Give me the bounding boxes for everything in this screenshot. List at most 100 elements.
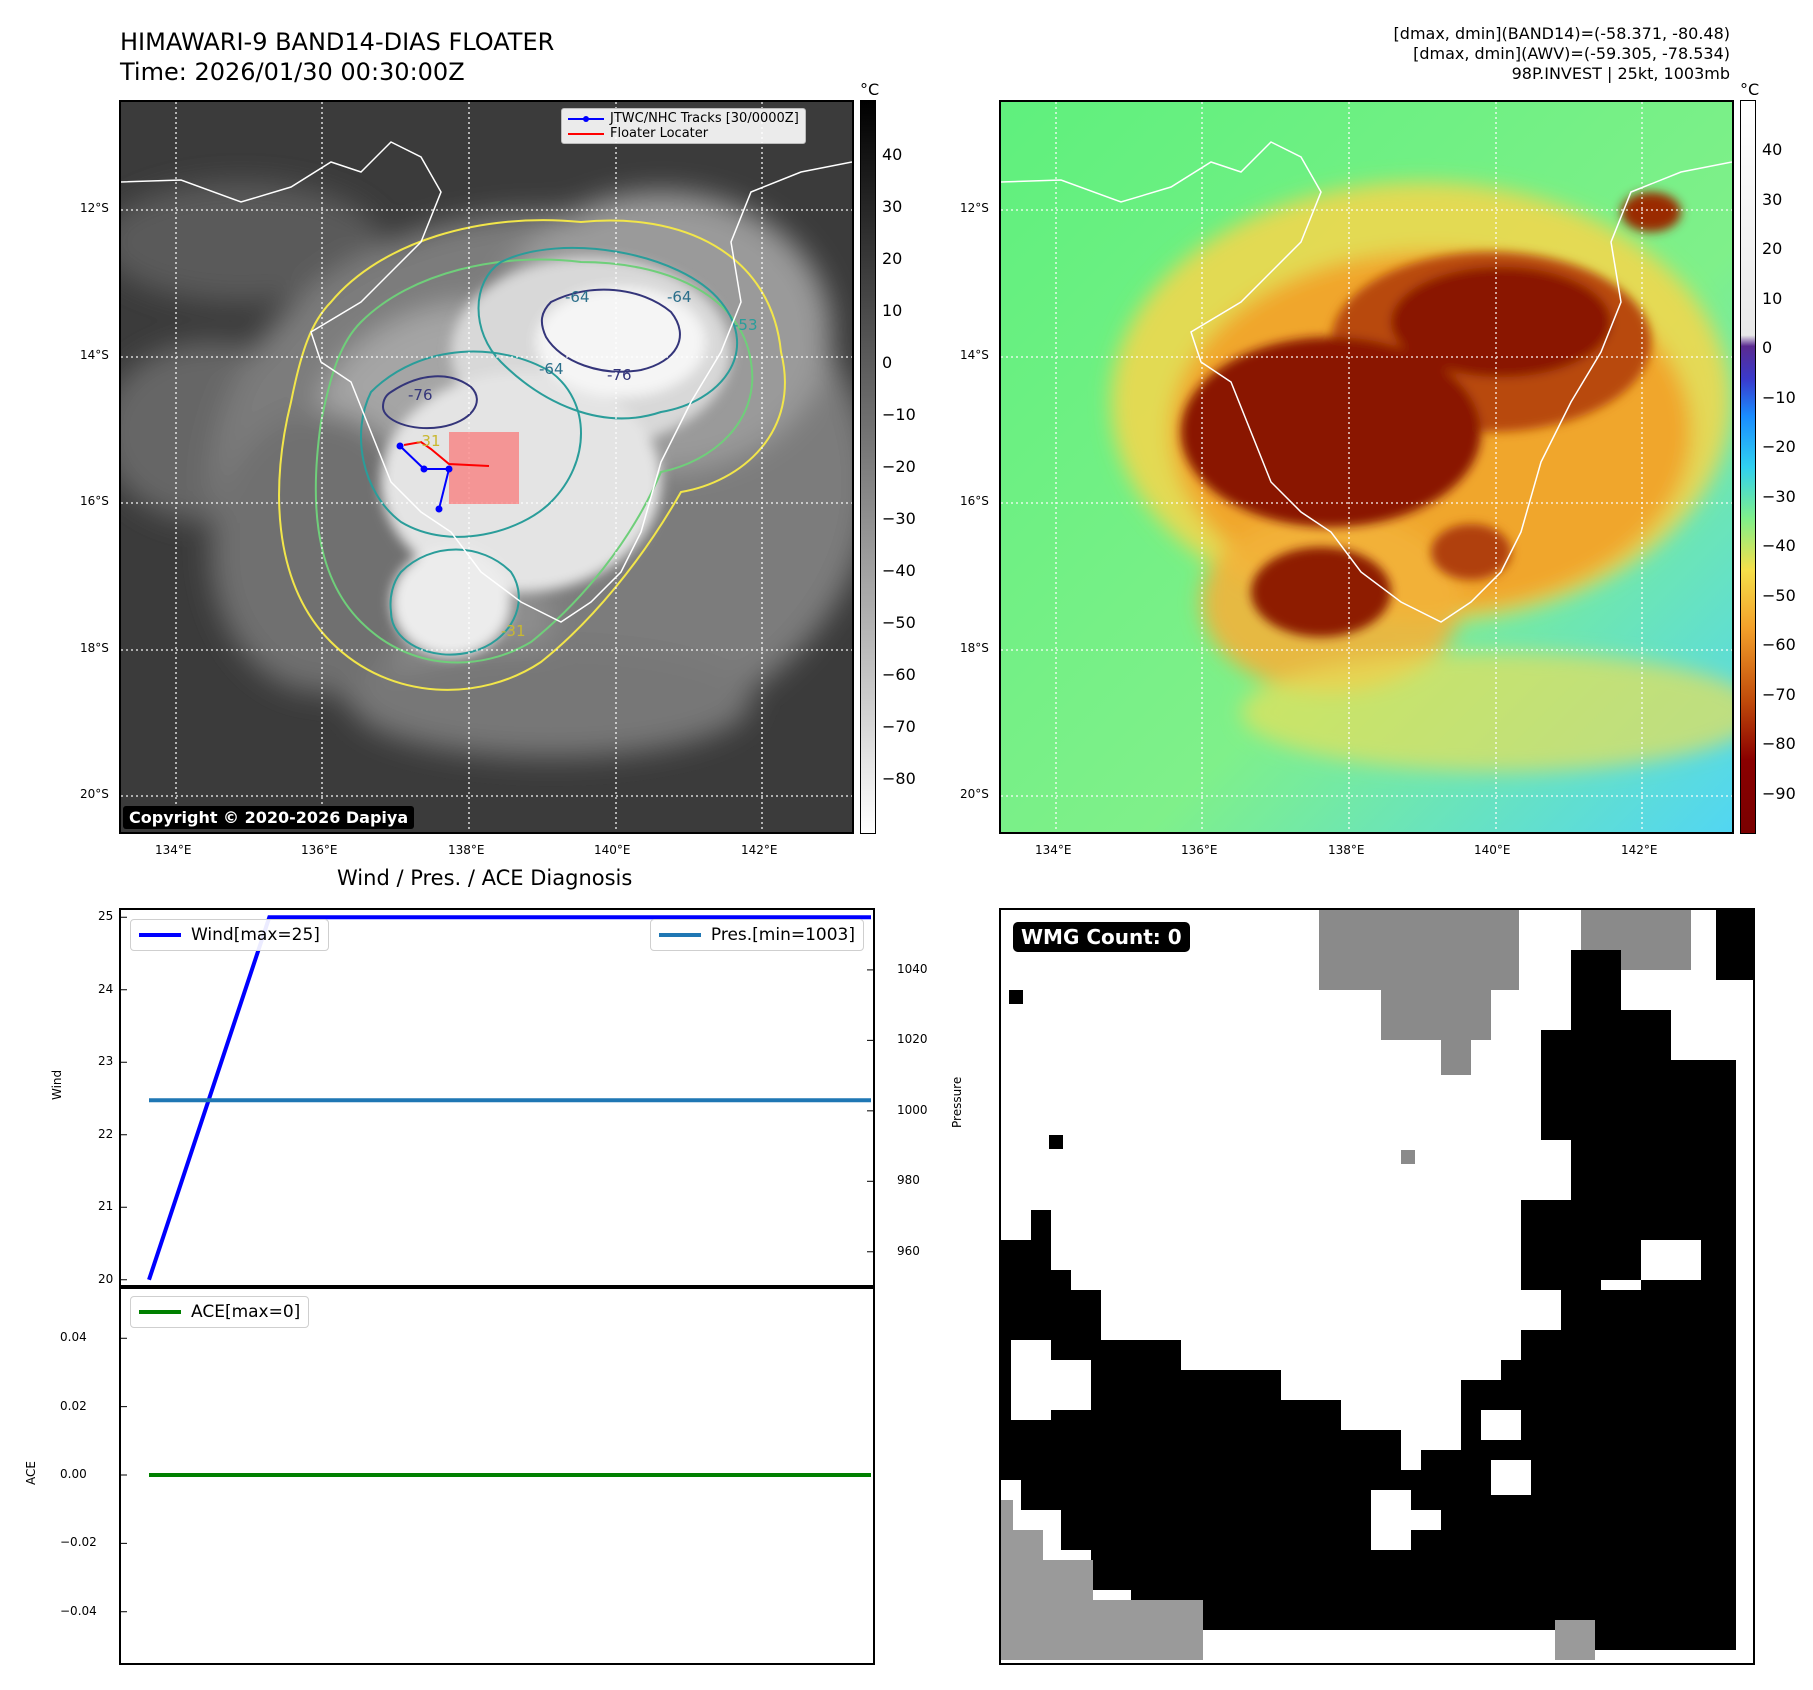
right-colorbar bbox=[1740, 100, 1756, 834]
wmg-count-badge: WMG Count: 0 bbox=[1013, 922, 1190, 952]
lon-tick: 142°E bbox=[1621, 843, 1658, 857]
wind-pressure-plot bbox=[121, 915, 873, 1281]
awv-map-panel bbox=[999, 100, 1734, 834]
pressure-axis-label: Pressure bbox=[950, 1076, 964, 1128]
lat-tick: 18°S bbox=[80, 641, 109, 655]
right-colorbar-unit: °C bbox=[1740, 80, 1760, 99]
wind-legend: Wind[max=25] bbox=[130, 919, 329, 951]
wind-y-tick: 22 bbox=[98, 1126, 114, 1141]
contour-label: -64 bbox=[565, 288, 590, 306]
pres-legend-swatch bbox=[658, 933, 701, 937]
pressure-y-tick: 1000 bbox=[897, 1102, 928, 1117]
pressure-y-tick: 1020 bbox=[897, 1032, 928, 1047]
lon-tick: 136°E bbox=[1181, 843, 1218, 857]
wind-y-tick: 20 bbox=[98, 1271, 114, 1286]
lat-tick: 12°S bbox=[80, 201, 109, 215]
lon-tick: 140°E bbox=[1474, 843, 1511, 857]
colorbar-tick: 30 bbox=[882, 197, 903, 216]
ace-y-tick: −0.04 bbox=[60, 1603, 97, 1618]
wmg-panel: WMG Count: 0 bbox=[999, 908, 1755, 1665]
wind-y-tick: 24 bbox=[98, 981, 114, 996]
lon-tick: 134°E bbox=[1035, 843, 1072, 857]
contour-label: -76 bbox=[607, 366, 632, 384]
awv-range: [dmax, dmin](AWV)=(-59.305, -78.534) bbox=[1413, 44, 1730, 63]
ace-y-tick: 0.00 bbox=[60, 1467, 87, 1481]
pressure-y-tick: 960 bbox=[897, 1243, 920, 1258]
lat-tick: 20°S bbox=[960, 787, 989, 801]
lon-tick: 138°E bbox=[448, 843, 485, 857]
colorbar-tick: −60 bbox=[882, 665, 916, 684]
storm-info: 98P.INVEST | 25kt, 1003mb bbox=[1511, 64, 1730, 83]
ace-chart: ACE[max=0] bbox=[119, 1285, 875, 1665]
colorbar-tick: −10 bbox=[882, 405, 916, 424]
wind-y-tick: 25 bbox=[98, 909, 114, 924]
pres-legend-label: Pres.[min=1003] bbox=[710, 925, 855, 945]
locater-legend-icon bbox=[568, 132, 604, 135]
lon-tick: 134°E bbox=[155, 843, 192, 857]
lat-tick: 12°S bbox=[960, 201, 989, 215]
wind-pressure-chart: Wind[max=25] Pres.[min=1003] bbox=[119, 908, 875, 1289]
ir-map-image: -64 -64 -76 -76 -64 -31 -31 -53 bbox=[121, 102, 852, 832]
colorbar-tick: 20 bbox=[882, 249, 903, 268]
contour-label: -31 bbox=[501, 622, 526, 640]
ace-legend: ACE[max=0] bbox=[130, 1296, 310, 1328]
ace-plot bbox=[121, 1337, 871, 1613]
wind-y-tick: 21 bbox=[98, 1199, 114, 1214]
lon-tick: 138°E bbox=[1328, 843, 1365, 857]
contour-label: -64 bbox=[539, 360, 564, 378]
diagnosis-title: Wind / Pres. / ACE Diagnosis bbox=[337, 866, 633, 890]
left-colorbar bbox=[860, 100, 876, 834]
lon-tick: 142°E bbox=[741, 843, 778, 857]
colorbar-tick: 0 bbox=[882, 353, 893, 372]
colorbar-tick: −10 bbox=[1762, 387, 1796, 407]
lon-tick: 140°E bbox=[594, 843, 631, 857]
colorbar-tick: 30 bbox=[1762, 189, 1783, 209]
lat-tick: 16°S bbox=[960, 494, 989, 508]
contour-label: -76 bbox=[408, 386, 433, 404]
contour-label: -31 bbox=[416, 432, 441, 450]
ir-map-panel: -64 -64 -76 -76 -64 -31 -31 -53 JTWC/NHC… bbox=[119, 100, 854, 834]
ace-y-tick: 0.02 bbox=[60, 1398, 87, 1413]
colorbar-tick: −30 bbox=[1762, 486, 1796, 506]
chart-time: Time: 2026/01/30 00:30:00Z bbox=[120, 58, 465, 86]
lat-tick: 20°S bbox=[80, 787, 109, 801]
lat-tick: 14°S bbox=[960, 348, 989, 362]
pressure-y-tick: 980 bbox=[897, 1173, 920, 1188]
lat-tick: 18°S bbox=[960, 641, 989, 655]
colorbar-tick: −20 bbox=[882, 457, 916, 476]
colorbar-tick: −20 bbox=[1762, 437, 1796, 457]
ace-axis-label: ACE bbox=[24, 1461, 38, 1485]
contour-label: -53 bbox=[733, 316, 758, 334]
track-legend-icon bbox=[568, 115, 604, 122]
colorbar-tick: 10 bbox=[882, 301, 903, 320]
colorbar-tick: 20 bbox=[1762, 239, 1783, 259]
locater-legend-label: Floater Locater bbox=[610, 126, 709, 141]
colorbar-tick: −70 bbox=[882, 717, 916, 736]
colorbar-tick: 10 bbox=[1762, 288, 1783, 308]
colorbar-tick: −40 bbox=[1762, 536, 1796, 556]
colorbar-tick: −80 bbox=[1762, 734, 1796, 754]
wmg-mask bbox=[1001, 910, 1753, 1660]
colorbar-tick: −80 bbox=[882, 769, 916, 788]
left-colorbar-unit: °C bbox=[860, 80, 880, 99]
colorbar-tick: −50 bbox=[1762, 585, 1796, 605]
wind-series-line bbox=[147, 915, 871, 1281]
wind-y-tick: 23 bbox=[98, 1054, 114, 1069]
wind-legend-swatch bbox=[139, 933, 181, 937]
colorbar-tick: −30 bbox=[882, 509, 916, 528]
colorbar-tick: −60 bbox=[1762, 635, 1796, 655]
awv-map-image bbox=[1001, 102, 1732, 832]
ace-legend-swatch bbox=[139, 1310, 181, 1314]
colorbar-tick: −50 bbox=[882, 613, 916, 632]
pressure-y-tick: 1040 bbox=[897, 961, 928, 976]
ace-legend-label: ACE[max=0] bbox=[191, 1302, 301, 1322]
map-legend: JTWC/NHC Tracks [30/0000Z] Floater Locat… bbox=[561, 108, 806, 144]
band14-range: [dmax, dmin](BAND14)=(-58.371, -80.48) bbox=[1393, 24, 1730, 43]
copyright-label: Copyright © 2020-2026 Dapiya bbox=[123, 806, 415, 829]
colorbar-tick: −40 bbox=[882, 561, 916, 580]
ace-y-tick: −0.02 bbox=[60, 1535, 97, 1550]
lon-tick: 136°E bbox=[301, 843, 338, 857]
pres-legend: Pres.[min=1003] bbox=[649, 919, 864, 951]
wind-axis-label: Wind bbox=[50, 1069, 64, 1100]
ace-y-tick: 0.04 bbox=[60, 1330, 87, 1345]
